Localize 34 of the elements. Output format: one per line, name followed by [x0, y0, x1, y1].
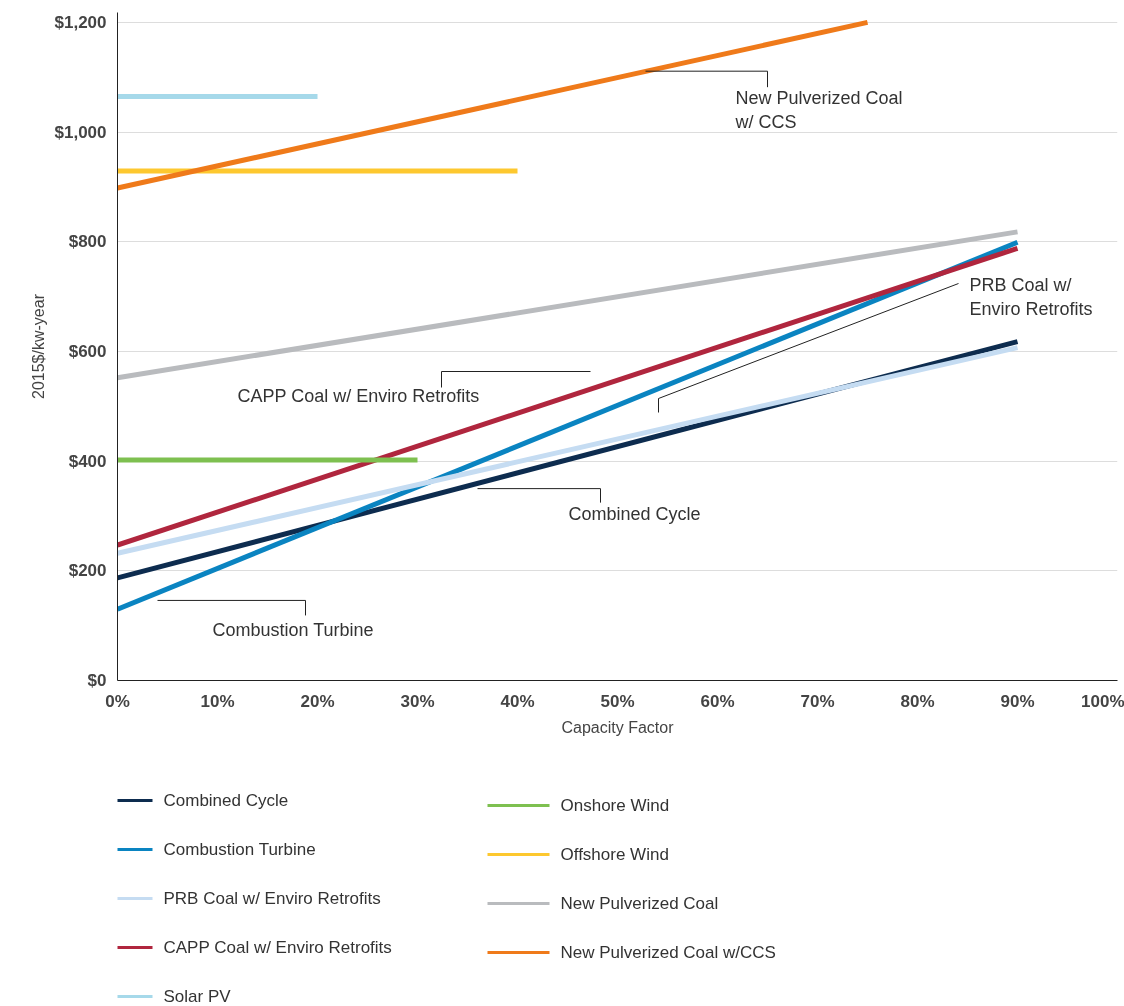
x-tick-label: 10%: [200, 691, 235, 711]
legend-label: Solar PV: [163, 987, 232, 1006]
annotation: New Pulverized Coal w/ CCS: [734, 88, 903, 133]
x-axis-title: Capacity Factor: [561, 718, 675, 736]
y-tick-label: $1,200: [54, 12, 107, 32]
legend-label: CAPP Coal w/ Enviro Retrofits: [163, 938, 392, 957]
x-tick-label: 90%: [1000, 691, 1035, 711]
legend-label: New Pulverized Coal w/CCS: [560, 943, 776, 962]
x-tick-label: 50%: [600, 691, 635, 711]
y-tick-label: $1,000: [54, 122, 107, 142]
x-tick-label: 100%: [1081, 691, 1124, 711]
legend-label: Combustion Turbine: [163, 840, 316, 859]
annotation: Combined Cycle: [568, 503, 701, 524]
x-tick-label: 30%: [400, 691, 435, 711]
y-tick-label: $200: [68, 561, 107, 581]
x-tick-label: 40%: [500, 691, 535, 711]
annotation: CAPP Coal w/ Enviro Retrofits: [237, 385, 480, 406]
y-tick-label: $600: [68, 341, 107, 361]
x-tick-label: 60%: [700, 691, 735, 711]
x-tick-label: 70%: [800, 691, 835, 711]
x-tick-label: 20%: [300, 691, 335, 711]
x-tick-label: 0%: [105, 691, 130, 711]
legend-label: Combined Cycle: [163, 791, 289, 810]
y-tick-label: $400: [68, 451, 107, 471]
legend-label: Onshore Wind: [560, 796, 670, 815]
annotation: Combustion Turbine: [212, 620, 374, 641]
y-tick-label: $0: [87, 671, 107, 690]
y-axis-title: 2015$/kw-year: [29, 293, 47, 399]
x-tick-label: 80%: [900, 691, 935, 711]
legend-label: PRB Coal w/ Enviro Retrofits: [163, 889, 381, 908]
y-tick-label: $800: [68, 232, 107, 252]
legend-label: Offshore Wind: [560, 845, 669, 864]
legend-label: New Pulverized Coal: [560, 894, 719, 913]
annotation: PRB Coal w/ Enviro Retrofits: [969, 274, 1093, 319]
